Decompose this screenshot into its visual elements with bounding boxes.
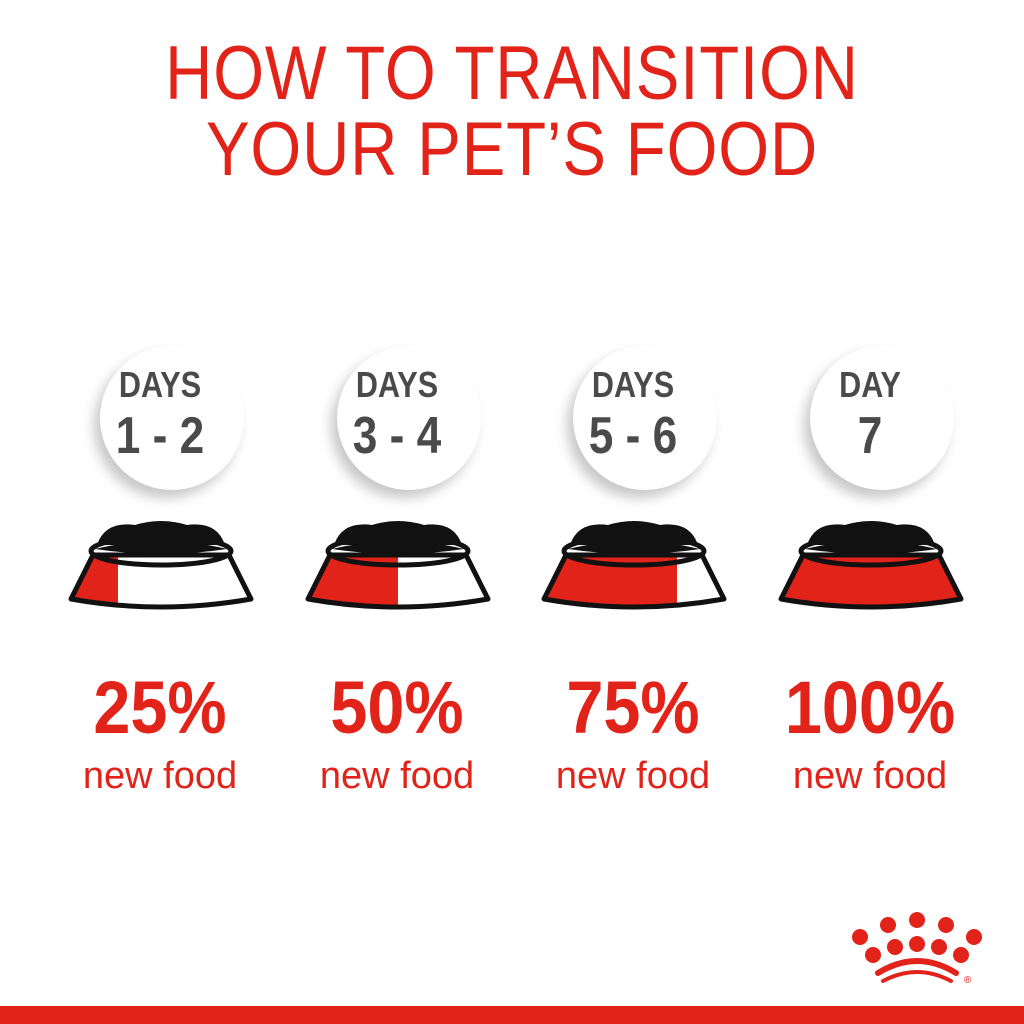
- title-line-2: YOUR PET’S FOOD: [205, 107, 819, 192]
- percent-new-food: 75%: [566, 666, 700, 749]
- step-1: DAYS 1 - 2 25% new food: [60, 340, 300, 810]
- food-bowl-icon: [541, 521, 727, 610]
- day-label: DAYS: [591, 364, 675, 405]
- day-range: 3 - 4: [352, 407, 442, 465]
- caption: new food: [319, 755, 475, 797]
- percent-new-food: 50%: [330, 666, 464, 749]
- caption: new food: [792, 755, 948, 797]
- bottom-bar: [0, 1006, 1024, 1024]
- percent-new-food: 100%: [784, 666, 956, 749]
- day-range: 1 - 2: [115, 407, 205, 465]
- title-line-1: HOW TO TRANSITION: [165, 31, 859, 116]
- day-label: DAY: [839, 364, 901, 405]
- day-circle: [337, 346, 481, 490]
- day-label: DAYS: [118, 364, 202, 405]
- step-3: DAYS 5 - 6 75% new food: [533, 340, 773, 810]
- food-bowl-icon: [305, 521, 491, 610]
- caption: new food: [555, 755, 711, 797]
- day-circle: [100, 346, 244, 490]
- day-range: 7: [857, 407, 883, 465]
- food-bowl-icon: [778, 521, 964, 610]
- day-label: DAYS: [355, 364, 439, 405]
- caption: new food: [82, 755, 238, 797]
- food-bowl-icon: [68, 521, 254, 610]
- step-4: DAY 7 100% new food: [770, 340, 1010, 810]
- step-2: DAYS 3 - 4 50% new food: [297, 340, 537, 810]
- crown-logo: ®: [852, 912, 982, 985]
- registered-mark: ®: [964, 975, 972, 985]
- day-range: 5 - 6: [588, 407, 678, 465]
- percent-new-food: 25%: [93, 666, 227, 749]
- day-circle: [810, 346, 954, 490]
- day-circle: [573, 346, 717, 490]
